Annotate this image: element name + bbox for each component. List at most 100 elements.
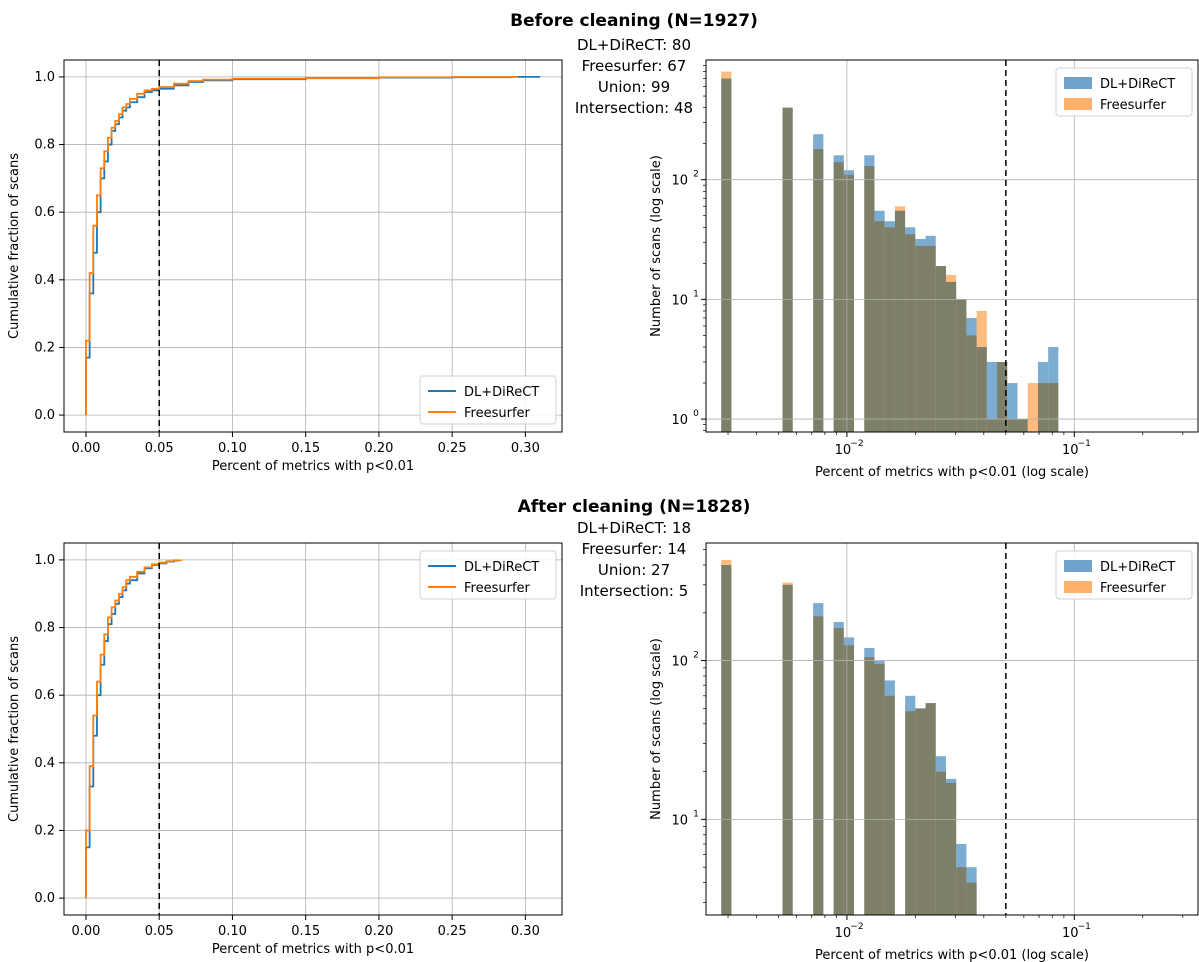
x-axis-label: Percent of metrics with p<0.01 (log scal… [815,948,1089,962]
y-tick-exponent: 2 [693,170,699,180]
legend-label: Freesurfer [464,581,531,596]
legend-label: DL+DiReCT [464,385,539,400]
y-tick-label: 10 [671,413,688,428]
y-tick-label: 0.4 [34,756,55,771]
hist-bar [997,361,1008,432]
y-tick-exponent: 1 [693,809,699,819]
hist-bar [915,708,926,915]
y-axis-label: Cumulative fraction of scans [7,153,22,339]
y-tick-exponent: 2 [693,651,699,661]
x-tick-label: 0.05 [145,441,174,456]
hist-bar [1007,419,1018,432]
y-tick-label: 0.0 [34,408,55,423]
hist-bar [813,149,824,432]
x-tick-label: 10 [1062,443,1079,458]
hist-bar [843,645,855,915]
x-axis-label: Percent of metrics with p<0.01 [212,942,414,957]
y-tick-label: 10 [671,813,688,828]
y-axis-label: Number of scans (log scale) [649,638,664,820]
y-tick-exponent: 0 [693,409,699,419]
x-tick-label: 0.15 [291,924,320,939]
x-tick-exponent: −2 [850,922,863,932]
y-tick-label: 1.0 [34,70,55,85]
x-tick-label: 10 [835,443,852,458]
hist-bar [925,703,936,915]
hist-bar [833,628,844,915]
legend-label: DL+DiReCT [1100,560,1175,575]
hist-bar [905,711,916,915]
hist-bar [945,782,957,915]
x-tick-label: 0.30 [511,441,540,456]
x-axis-label: Percent of metrics with p<0.01 (log scal… [815,465,1089,480]
legend-swatch [1064,98,1092,110]
x-tick-exponent: −1 [1078,439,1091,449]
hist-bar [813,616,824,915]
stat-line: Intersection: 48 [575,99,693,117]
stat-line: Union: 27 [598,561,670,579]
x-tick-exponent: −1 [1078,922,1091,932]
x-tick-exponent: −2 [850,439,863,449]
hist-bar [843,174,855,432]
y-tick-exponent: 1 [693,289,699,299]
x-tick-label: 0.00 [71,441,100,456]
x-tick-label: 0.20 [364,441,393,456]
stat-line: DL+DiReCT: 80 [577,36,691,54]
hist-bar [956,867,967,915]
plot-frame [63,542,563,916]
stat-line: Intersection: 5 [580,582,689,600]
charts-layer: 0.00 0.05 0.10 0.15 0.20 0.25 0.300.00.20.40.6… [7,59,1199,962]
hist-bar [782,582,793,915]
hist-bar [956,299,967,432]
y-tick-label: 10 [671,655,688,670]
hist-bar [976,310,987,432]
y-tick-label: 0.0 [34,891,55,906]
series-line-freesurfer [85,76,519,416]
stat-line: Freesurfer: 67 [582,57,687,75]
x-tick-label: 0.20 [364,924,393,939]
stat-line: Freesurfer: 14 [582,540,687,558]
hist-bar [1007,383,1018,432]
hist-bar [1027,383,1038,432]
stat-line: DL+DiReCT: 18 [577,519,691,537]
hist-bar [1048,383,1059,432]
y-tick-label: 0.2 [34,340,55,355]
hist-bar [986,419,998,432]
plot-frame [705,59,1199,433]
cdf-chart-0: 0.00 0.05 0.10 0.15 0.20 0.25 0.30 0.0 0.2 0.4 0.6… [7,59,563,474]
hist-bar [721,559,732,915]
legend-label: Freesurfer [464,406,531,421]
hist-bar [884,227,895,432]
legend-swatch [1064,581,1092,593]
plot-area [64,543,562,915]
y-tick-label: 10 [671,174,688,189]
y-tick-label: 0.8 [34,138,55,153]
plot-frame [63,59,563,433]
hist-bar [935,771,946,915]
legend-label: DL+DiReCT [464,560,539,575]
stat-line: Union: 99 [598,78,670,96]
cdf-chart-2: 0.00 0.05 0.10 0.15 0.20 0.25 0.30 0.0 0.2 0.4 0.6… [7,542,563,957]
x-tick-label: 0.00 [71,924,100,939]
x-tick-label: 0.30 [511,924,540,939]
x-tick-label: 10 [1062,926,1079,941]
hist-bar [894,206,906,432]
hist-bar [945,274,957,432]
hist-bar [833,162,844,432]
x-tick-label: 0.25 [438,924,467,939]
hist-bar [721,71,732,433]
hist-bar [874,221,885,432]
section-title-before: Before cleaning (N=1927) [510,11,758,31]
y-tick-label: 0.6 [34,205,55,220]
x-tick-label: 0.10 [218,924,247,939]
x-axis-label: Percent of metrics with p<0.01 [212,459,414,474]
x-tick-label: 0.05 [145,924,174,939]
y-tick-label: 10 [671,293,688,308]
x-tick-label: 0.15 [291,441,320,456]
plot-frame [705,542,1199,916]
hist-bar [1037,383,1049,432]
hist-bar [905,234,916,432]
hist-bar [864,657,875,915]
y-tick-label: 0.4 [34,273,55,288]
